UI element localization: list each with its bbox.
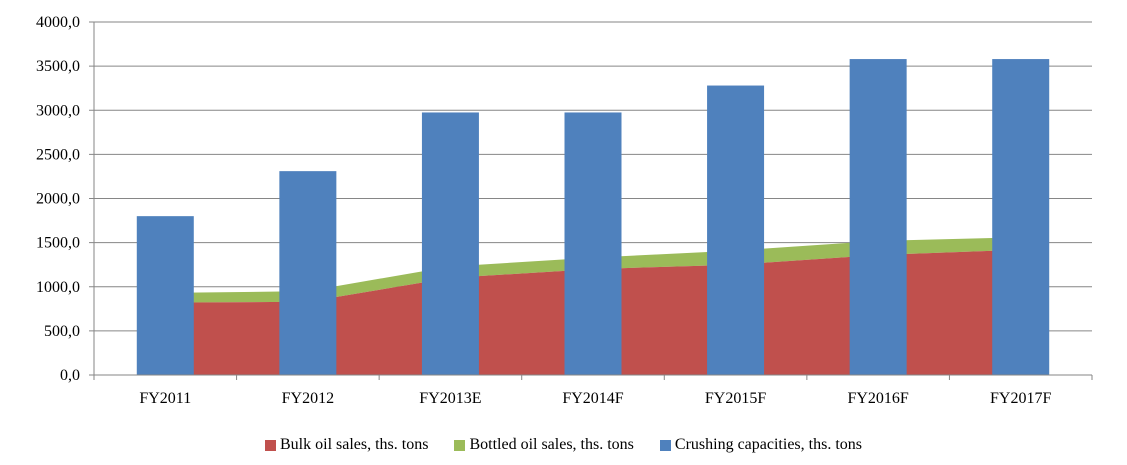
legend: Bulk oil sales, ths. tons Bottled oil sa… bbox=[0, 436, 1127, 454]
x-tick-labels: FY2011 FY2012 FY2013E FY2014F FY2015F FY2016F… bbox=[139, 390, 1051, 407]
axes bbox=[89, 21, 1093, 380]
y-tick-labels: 0,0 500,0 1000,0 1500,0 2000,0 2500,0 3000,0 35… bbox=[36, 14, 80, 384]
bar-crushing-capacity bbox=[421, 112, 479, 376]
bar-crushing-capacity bbox=[279, 171, 337, 375]
x-tick-label: FY2017F bbox=[990, 390, 1051, 407]
y-tick-label: 3000,0 bbox=[36, 102, 80, 119]
legend-swatch-bottled bbox=[454, 439, 466, 451]
legend-swatch-bulk bbox=[265, 439, 276, 451]
y-tick-label: 2500,0 bbox=[36, 146, 80, 163]
legend-item-bottled: Bottled oil sales, ths. tons bbox=[454, 436, 634, 454]
bar-crushing-capacity bbox=[136, 216, 194, 375]
y-tick-label: 2000,0 bbox=[36, 191, 80, 208]
legend-label-bulk: Bulk oil sales, ths. tons bbox=[280, 436, 429, 453]
bar-crushing-capacity bbox=[992, 59, 1050, 375]
legend-label-crushing: Crushing capacities, ths. tons bbox=[674, 436, 862, 453]
bar-crushing-capacity bbox=[564, 112, 622, 376]
y-tick-label: 0,0 bbox=[60, 367, 80, 384]
legend-label-bottled: Bottled oil sales, ths. tons bbox=[469, 436, 634, 453]
x-tick-label: FY2015F bbox=[705, 390, 766, 407]
legend-item-bulk: Bulk oil sales, ths. tons bbox=[265, 436, 428, 454]
area-bottled-oil-sales bbox=[165, 237, 1021, 303]
bar-crushing-capacity bbox=[849, 59, 907, 375]
y-tick-label: 3500,0 bbox=[36, 58, 80, 75]
legend-item-crushing: Crushing capacities, ths. tons bbox=[659, 436, 862, 454]
x-tick-label: FY2014F bbox=[562, 390, 623, 407]
y-tick-label: 1000,0 bbox=[36, 279, 80, 296]
x-tick-label: FY2012 bbox=[282, 390, 334, 407]
legend-swatch-crushing bbox=[659, 439, 671, 451]
x-tick-label: FY2016F bbox=[847, 390, 908, 407]
x-tick-label: FY2011 bbox=[139, 390, 191, 407]
bar-series bbox=[136, 59, 1050, 376]
y-tick-label: 500,0 bbox=[44, 323, 80, 340]
bar-crushing-capacity bbox=[707, 85, 765, 375]
y-tick-label: 4000,0 bbox=[36, 14, 80, 31]
x-tick-label: FY2013E bbox=[419, 390, 481, 407]
y-tick-label: 1500,0 bbox=[36, 235, 80, 252]
